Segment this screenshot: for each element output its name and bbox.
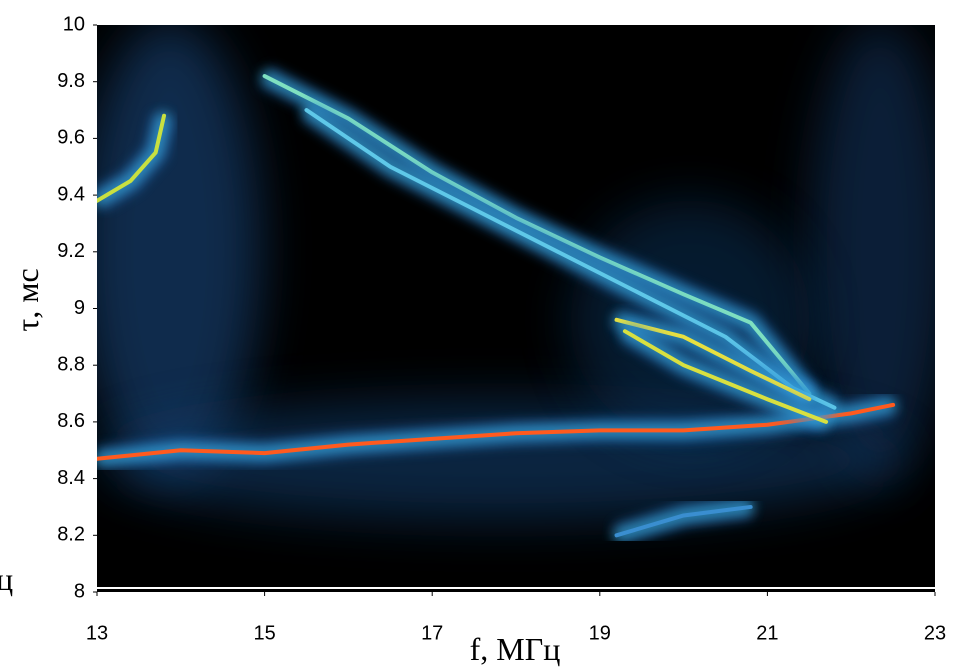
trace bbox=[97, 113, 167, 203]
x-tick-label: 15 bbox=[253, 622, 275, 644]
y-tick-label: 9.6 bbox=[57, 127, 85, 149]
trace bbox=[614, 317, 812, 402]
x-tick-label: 23 bbox=[924, 622, 946, 644]
trace bbox=[622, 329, 829, 424]
annotation: ц bbox=[0, 561, 13, 597]
y-tick-label: 9.4 bbox=[57, 183, 85, 205]
y-tick-label: 9.2 bbox=[57, 240, 85, 262]
trace bbox=[614, 504, 753, 538]
y-tick-label: 8.6 bbox=[57, 410, 85, 432]
y-tick-label: 8.4 bbox=[57, 467, 85, 489]
y-tick-label: 8.8 bbox=[57, 353, 85, 375]
y-tick-label: 8 bbox=[74, 580, 85, 602]
y-tick-label: 8.2 bbox=[57, 524, 85, 546]
x-axis-title: f, МГц bbox=[470, 631, 561, 667]
x-tick-label: 19 bbox=[589, 622, 611, 644]
y-tick-label: 9.8 bbox=[57, 70, 85, 92]
traces bbox=[97, 66, 898, 546]
trace bbox=[262, 74, 812, 396]
y-tick-label: 9 bbox=[74, 297, 85, 319]
x-tick-label: 21 bbox=[756, 622, 778, 644]
x-tick-label: 17 bbox=[421, 622, 443, 644]
y-tick-label: 10 bbox=[63, 13, 85, 35]
noise bbox=[97, 25, 260, 480]
x-tick-label: 13 bbox=[86, 622, 108, 644]
noise bbox=[810, 25, 935, 480]
y-axis-title: τ, мс bbox=[9, 268, 45, 331]
